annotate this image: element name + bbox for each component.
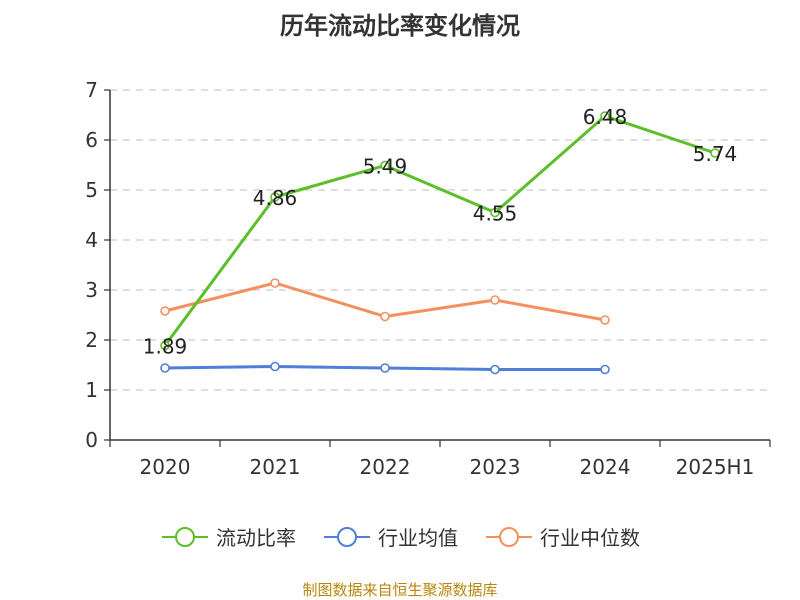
x-tick-label: 2024 [580,455,631,479]
x-tick-label: 2025H1 [676,455,755,479]
data-label: 1.89 [143,335,188,359]
data-point [710,148,720,158]
series-line [163,114,716,347]
legend-item-industry-median[interactable]: 行业中位数 [484,522,640,551]
data-label: 5.74 [693,142,738,166]
data-label: 4.86 [253,186,298,210]
legend-item-current-ratio[interactable]: 流动比率 [160,522,296,551]
source-note: 制图数据来自恒生聚源数据库 [302,581,498,599]
legend: 流动比率 行业均值 行业中位数 [0,522,800,551]
legend-marker-blue-icon [324,526,370,547]
data-point [380,363,390,373]
y-tick-label: 0 [85,428,98,452]
data-point [600,315,610,325]
legend-item-industry-mean[interactable]: 行业均值 [322,522,458,551]
data-point [160,340,170,351]
data-point [600,111,610,121]
data-point [270,192,280,202]
data-point [270,361,280,372]
legend-label: 行业中位数 [540,526,640,550]
y-tick-label: 7 [85,78,98,102]
data-point [270,278,280,288]
data-point [160,363,170,373]
legend-label: 行业均值 [378,526,458,550]
chart-title: 历年流动比率变化情况 [280,12,520,40]
legend-marker-orange-icon [486,526,532,547]
y-tick-label: 6 [85,128,98,152]
y-tick-label: 5 [85,178,98,202]
data-label: 4.55 [473,202,518,226]
legend-marker-green-icon [162,526,208,547]
data-point [380,311,390,322]
data-point [490,295,500,305]
y-tick-label: 2 [85,328,98,352]
y-tick-label: 1 [85,378,98,402]
y-tick-label: 4 [85,228,98,252]
data-label: 5.49 [363,155,408,179]
y-tick-label: 3 [85,278,98,302]
x-tick-label: 2022 [360,455,411,479]
x-tick-label: 2020 [140,455,191,479]
data-point [600,364,610,375]
data-point [490,364,500,375]
data-point [160,306,170,316]
x-tick-label: 2021 [250,455,301,479]
data-label: 6.48 [583,105,628,129]
legend-label: 流动比率 [216,526,296,550]
data-point [380,160,390,171]
x-tick-label: 2023 [470,455,521,479]
data-point [490,207,500,218]
